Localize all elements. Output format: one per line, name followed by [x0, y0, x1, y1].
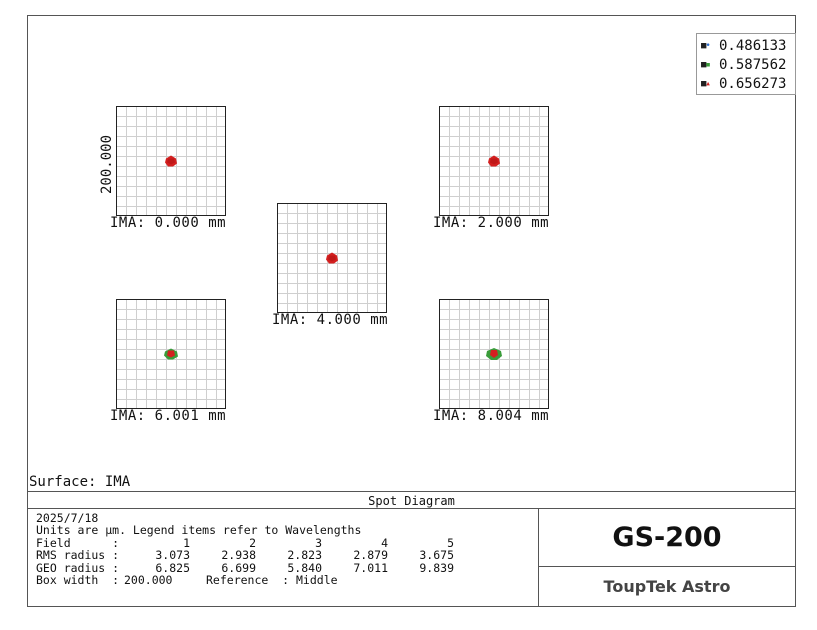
spot-box-field-1 — [116, 106, 226, 216]
table-cell: 5 — [447, 535, 454, 550]
table-cell: 3.073 — [155, 548, 190, 563]
reference-text: Reference : Middle — [206, 573, 338, 588]
legend-item: ■▪ 0.587562 — [697, 55, 795, 74]
spot-box-field-4 — [116, 299, 226, 409]
table-cell: 7.011 — [353, 560, 388, 575]
table-cell: 6.825 — [155, 560, 190, 575]
product-name: GS-200 — [539, 509, 795, 567]
rms-row: RMS radius : 3.073 2.938 2.823 2.879 3.6… — [36, 548, 538, 563]
table-cell: 2 — [249, 535, 256, 550]
table-cell: 3 — [315, 535, 322, 550]
legend-item: ■• 0.486133 — [697, 36, 795, 55]
row-label: Box width : — [36, 573, 120, 588]
table-cell: 3.675 — [419, 548, 454, 563]
table-cell: 1 — [183, 535, 190, 550]
box-width-value: 200.000 — [124, 573, 173, 588]
spot-pattern — [486, 348, 502, 360]
box-width-row: Box width : 200.000 Reference : Middle — [36, 573, 538, 588]
spot-pattern — [326, 252, 338, 264]
field-label: IMA: 4.000 mm — [272, 312, 389, 328]
legend-marker-icon: ■• — [701, 40, 711, 51]
table-cell: 2.938 — [221, 548, 256, 563]
legend-label: 0.656273 — [719, 75, 787, 92]
table-cell: 6.699 — [221, 560, 256, 575]
row-label: RMS radius : — [36, 548, 120, 563]
box-scale-label: 200.000 — [99, 134, 115, 194]
spot-box-field-3 — [277, 203, 387, 313]
legend-item: ■▴ 0.656273 — [697, 74, 795, 93]
field-row: Field : 1 2 3 4 5 — [36, 535, 538, 550]
diagram-title: Spot Diagram — [28, 491, 795, 509]
field-label: IMA: 8.004 mm — [433, 408, 550, 424]
wavelength-legend: ■• 0.486133 ■▪ 0.587562 ■▴ 0.656273 — [696, 33, 796, 95]
spot-pattern — [164, 348, 178, 360]
spot-box-field-5 — [439, 299, 549, 409]
legend-marker-icon: ■▴ — [701, 78, 711, 89]
field-label: IMA: 0.000 mm — [110, 215, 227, 231]
legend-label: 0.587562 — [719, 56, 787, 73]
table-cell: 2.823 — [287, 548, 322, 563]
geo-row: GEO radius : 6.825 6.699 5.840 7.011 9.8… — [36, 560, 538, 575]
spot-pattern — [165, 155, 177, 167]
row-label: GEO radius : — [36, 560, 120, 575]
brand-logo: ToupTek Astro — [603, 577, 731, 596]
spot-box-field-2 — [439, 106, 549, 216]
surface-label: Surface: IMA — [29, 474, 131, 490]
legend-label: 0.486133 — [719, 37, 787, 54]
field-label: IMA: 6.001 mm — [110, 408, 227, 424]
legend-marker-icon: ■▪ — [701, 59, 711, 70]
field-label: IMA: 2.000 mm — [433, 215, 550, 231]
table-cell: 5.840 — [287, 560, 322, 575]
date-text: 2025/7/18 — [36, 511, 99, 525]
table-cell: 2.879 — [353, 548, 388, 563]
table-cell: 9.839 — [419, 560, 454, 575]
table-cell: 4 — [381, 535, 388, 550]
spot-pattern — [488, 155, 500, 167]
row-label: Field : — [36, 535, 120, 550]
info-panel: 2025/7/18 Units are µm. Legend items ref… — [28, 509, 539, 606]
spot-diagram-window: ■• 0.486133 ■▪ 0.587562 ■▴ 0.656273 200.… — [27, 15, 796, 607]
units-note: Units are µm. Legend items refer to Wave… — [36, 523, 362, 538]
